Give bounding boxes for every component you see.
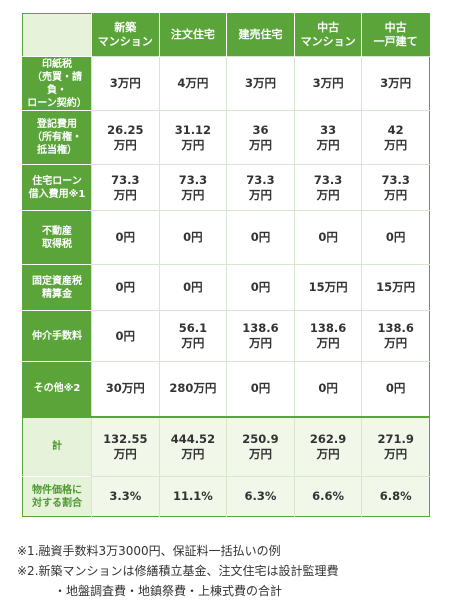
column-header: 建売住宅 [226, 13, 295, 57]
table-cell: 3万円 [361, 56, 430, 111]
table-cell: 15万円 [361, 264, 430, 311]
row-label: 印紙税 （売買・請負・ ローン契約） [22, 56, 92, 111]
table-cell: 30万円 [91, 361, 160, 417]
table-cell: 0円 [293, 210, 362, 265]
column-header: 注文住宅 [158, 13, 227, 57]
table-cell: 6.3% [226, 476, 295, 517]
table-cell: 15万円 [293, 264, 362, 311]
table-cell: 132.55 万円 [91, 415, 160, 477]
row-label: その他※2 [22, 361, 92, 417]
table-cell: 0円 [158, 210, 227, 265]
row-label: 物件価格に 対する割合 [22, 476, 92, 517]
total-row: 計 132.55 万円 444.52 万円 250.9 万円 262.9 万円 271.9 万円 [22, 415, 430, 477]
row-label: 不動産 取得税 [22, 210, 92, 265]
table-cell: 138.6 万円 [226, 310, 295, 362]
table-cell: 3万円 [293, 56, 362, 111]
table-cell: 36 万円 [226, 110, 295, 165]
table-cell: 271.9 万円 [361, 415, 430, 477]
table-cell: 3.3% [91, 476, 160, 517]
ratio-row: 物件価格に 対する割合 3.3% 11.1% 6.3% 6.6% 6.8% [22, 476, 430, 517]
table-cell: 3万円 [226, 56, 295, 111]
table-row: 不動産 取得税 0円 0円 0円 0円 0円 [22, 210, 430, 265]
row-label: 登記費用 （所有権・ 抵当権） [22, 110, 92, 165]
table-cell: 3万円 [91, 56, 160, 111]
table-row: 住宅ローン 借入費用※1 73.3 万円 73.3 万円 73.3 万円 73.3 万円 73.3 万… [22, 164, 430, 211]
row-label: 計 [22, 415, 92, 477]
table-row: 仲介手数料 0円 56.1 万円 138.6 万円 138.6 万円 138.6 万円 [22, 310, 430, 362]
table-cell: 0円 [226, 361, 295, 417]
cost-comparison-table: 新築 マンション 注文住宅 建売住宅 中古 マンション 中古 一戸建て 印紙税 （売買・… [22, 13, 430, 517]
table-row: 印紙税 （売買・請負・ ローン契約） 3万円 4万円 3万円 3万円 3万円 [22, 56, 430, 111]
row-label: 仲介手数料 [22, 310, 92, 362]
table-cell: 73.3 万円 [226, 164, 295, 211]
table-row: その他※2 30万円 280万円 0円 0円 0円 [22, 361, 430, 417]
footnotes: ※1.融資手数料3万3000円、保証料一括払いの例 ※2.新築マンションは修繕積… [17, 541, 447, 601]
footnote-2-continued: ・地盤調査費・地鎮祭費・上棟式費の合計 [54, 584, 283, 598]
cost-table-container: 新築 マンション 注文住宅 建売住宅 中古 マンション 中古 一戸建て 印紙税 （売買・… [22, 13, 430, 517]
header-corner-cell [22, 13, 92, 57]
table-cell: 444.52 万円 [158, 415, 227, 477]
table-cell: 0円 [361, 210, 430, 265]
table-row: 固定資産税 精算金 0円 0円 0円 15万円 15万円 [22, 264, 430, 311]
table-cell: 0円 [91, 310, 160, 362]
row-label: 住宅ローン 借入費用※1 [22, 164, 92, 211]
column-header: 中古 マンション [293, 13, 362, 57]
table-cell: 138.6 万円 [361, 310, 430, 362]
table-cell: 262.9 万円 [293, 415, 362, 477]
footnote-2: ※2.新築マンションは修繕積立基金、注文住宅は設計監理費 [17, 564, 339, 578]
column-header: 中古 一戸建て [361, 13, 430, 57]
table-cell: 4万円 [158, 56, 227, 111]
table-cell: 73.3 万円 [293, 164, 362, 211]
table-cell: 6.6% [293, 476, 362, 517]
table-cell: 250.9 万円 [226, 415, 295, 477]
table-cell: 138.6 万円 [293, 310, 362, 362]
table-cell: 73.3 万円 [158, 164, 227, 211]
table-cell: 0円 [91, 264, 160, 311]
table-cell: 42 万円 [361, 110, 430, 165]
table-cell: 0円 [293, 361, 362, 417]
table-header-row: 新築 マンション 注文住宅 建売住宅 中古 マンション 中古 一戸建て [22, 13, 430, 57]
table-cell: 6.8% [361, 476, 430, 517]
table-cell: 0円 [91, 210, 160, 265]
row-label: 固定資産税 精算金 [22, 264, 92, 311]
table-cell: 11.1% [158, 476, 227, 517]
table-row: 登記費用 （所有権・ 抵当権） 26.25 万円 31.12 万円 36 万円 33 万円 42 万円 [22, 110, 430, 165]
table-cell: 73.3 万円 [361, 164, 430, 211]
table-cell: 56.1 万円 [158, 310, 227, 362]
table-cell: 0円 [226, 264, 295, 311]
table-cell: 0円 [158, 264, 227, 311]
table-cell: 33 万円 [293, 110, 362, 165]
column-header: 新築 マンション [91, 13, 160, 57]
footnote-1: ※1.融資手数料3万3000円、保証料一括払いの例 [17, 544, 281, 558]
table-cell: 280万円 [158, 361, 227, 417]
table-cell: 31.12 万円 [158, 110, 227, 165]
table-cell: 0円 [361, 361, 430, 417]
table-cell: 26.25 万円 [91, 110, 160, 165]
table-cell: 73.3 万円 [91, 164, 160, 211]
table-cell: 0円 [226, 210, 295, 265]
